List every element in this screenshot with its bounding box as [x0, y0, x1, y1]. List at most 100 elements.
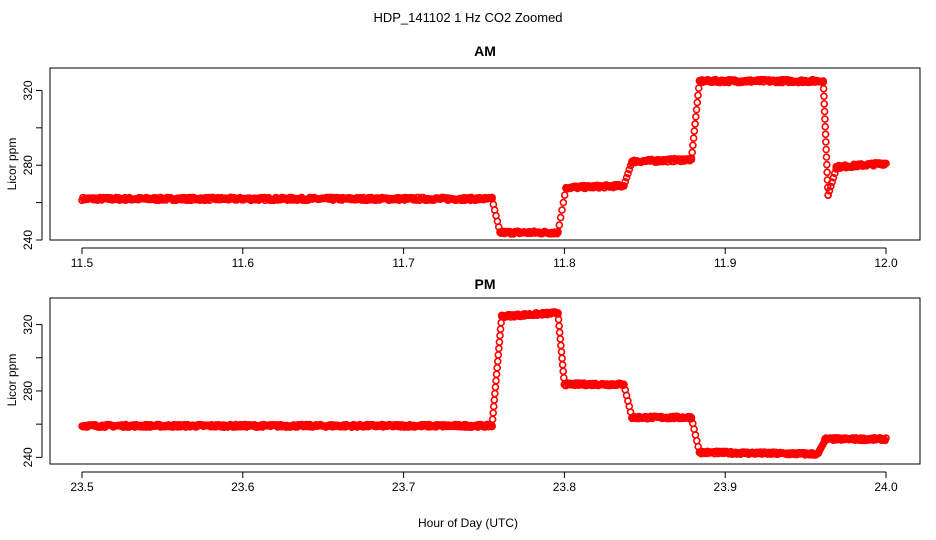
pm-panel: PM 23.5 23.6 23.7 23.8 23.9 24.0 240 280 320 Li… [5, 276, 921, 494]
am-data-point [690, 127, 699, 135]
pm-data-point [490, 396, 499, 404]
am-data-point [692, 105, 701, 114]
am-data-point [694, 91, 702, 100]
am-x-tick-label: 11.8 [553, 256, 576, 270]
pm-data-point [496, 325, 505, 333]
am-x-tick-label: 11.9 [714, 256, 737, 270]
am-data-point [694, 84, 703, 93]
am-data-points [78, 75, 890, 238]
pm-data-point [489, 402, 498, 411]
pm-y-axis: 240 280 320 [21, 314, 43, 467]
pm-x-tick-label: 23.9 [714, 480, 738, 494]
pm-data-point [556, 335, 565, 343]
pm-data-point [882, 434, 890, 442]
pm-plot-frame [49, 297, 921, 465]
pm-y-tick-label: 240 [21, 447, 35, 467]
am-y-axis-label: Licor ppm [5, 138, 19, 191]
pm-data-point [555, 322, 563, 330]
am-x-axis: 11.5 11.6 11.7 11.8 11.9 12.0 [71, 247, 898, 270]
am-y-tick-label: 240 [21, 230, 35, 250]
am-data-point [821, 130, 830, 139]
pm-y-tick-label: 320 [21, 314, 35, 334]
am-data-point [624, 169, 632, 178]
am-data-point [821, 122, 830, 131]
am-data-point [625, 165, 634, 174]
am-data-point [821, 115, 829, 123]
am-data-point [819, 84, 828, 93]
am-data-point [822, 145, 830, 154]
pm-data-point [558, 354, 566, 363]
pm-panel-title: PM [475, 276, 496, 292]
pm-data-point [494, 351, 503, 359]
pm-x-tick-label: 23.8 [553, 480, 577, 494]
pm-data-point [491, 383, 500, 391]
am-data-point [622, 173, 631, 182]
am-data-point [823, 168, 831, 177]
pm-data-point [559, 367, 568, 376]
am-plot-frame [49, 67, 921, 241]
am-x-tick-label: 12.0 [874, 256, 898, 270]
pm-data-point [493, 357, 502, 366]
am-data-point [823, 160, 831, 169]
am-data-point [693, 98, 702, 107]
figure-title: HDP_141102 1 Hz CO2 Zoomed [373, 10, 562, 25]
am-data-point [820, 92, 828, 101]
pm-data-point [558, 361, 567, 369]
pm-data-point [489, 409, 497, 417]
am-data-point [882, 159, 890, 168]
x-axis-title: Hour of Day (UTC) [418, 516, 518, 530]
am-data-point [824, 191, 832, 199]
am-data-point [558, 206, 566, 214]
am-data-point [822, 153, 831, 161]
am-x-tick-label: 11.6 [232, 256, 255, 270]
am-data-point [554, 228, 562, 237]
pm-data-point [496, 331, 504, 340]
pm-y-tick-label: 280 [21, 381, 35, 401]
am-data-point [820, 100, 829, 108]
am-data-point [691, 120, 699, 128]
pm-x-tick-label: 24.0 [874, 480, 898, 494]
am-data-point [556, 213, 565, 222]
am-data-point [688, 148, 696, 157]
am-data-point [822, 138, 830, 146]
am-data-point [621, 177, 630, 186]
pm-data-point [491, 389, 499, 398]
pm-x-tick-label: 23.5 [70, 480, 94, 494]
am-data-point [826, 182, 835, 191]
pm-data-point [488, 415, 497, 424]
pm-data-point [555, 328, 564, 337]
am-data-point [819, 77, 828, 85]
pm-data-point [492, 376, 500, 385]
pm-data-point [557, 348, 566, 356]
pm-data-point [557, 341, 565, 350]
am-y-tick-label: 320 [21, 80, 35, 100]
pm-x-tick-label: 23.7 [392, 480, 416, 494]
pm-x-axis: 23.5 23.6 23.7 23.8 23.9 24.0 [70, 471, 898, 494]
am-panel-title: AM [474, 43, 496, 59]
am-data-point [689, 141, 697, 150]
pm-data-point [495, 338, 504, 346]
pm-data-points [78, 308, 890, 459]
am-data-point [687, 155, 696, 164]
am-data-point [828, 178, 836, 186]
am-data-point [825, 186, 834, 195]
pm-data-point [495, 344, 503, 353]
pm-y-axis-label: Licor ppm [5, 354, 19, 407]
am-data-point [692, 112, 700, 121]
pm-data-point [493, 364, 501, 372]
am-y-tick-label: 280 [21, 155, 35, 175]
am-y-axis: 240 280 320 [21, 80, 43, 250]
pm-x-tick-label: 23.6 [231, 480, 255, 494]
am-data-point [559, 198, 568, 207]
pm-data-point [492, 370, 501, 379]
am-data-point [620, 181, 628, 190]
am-x-tick-label: 11.7 [392, 256, 415, 270]
am-data-point [689, 134, 698, 142]
am-x-tick-label: 11.5 [71, 256, 94, 270]
am-data-point [560, 191, 569, 199]
am-panel: AM 11.5 11.6 11.7 11.8 11.9 12.0 240 280 320 Li… [5, 43, 921, 270]
am-data-point [829, 173, 838, 182]
am-data-point [820, 107, 829, 116]
am-data-point [555, 221, 564, 229]
